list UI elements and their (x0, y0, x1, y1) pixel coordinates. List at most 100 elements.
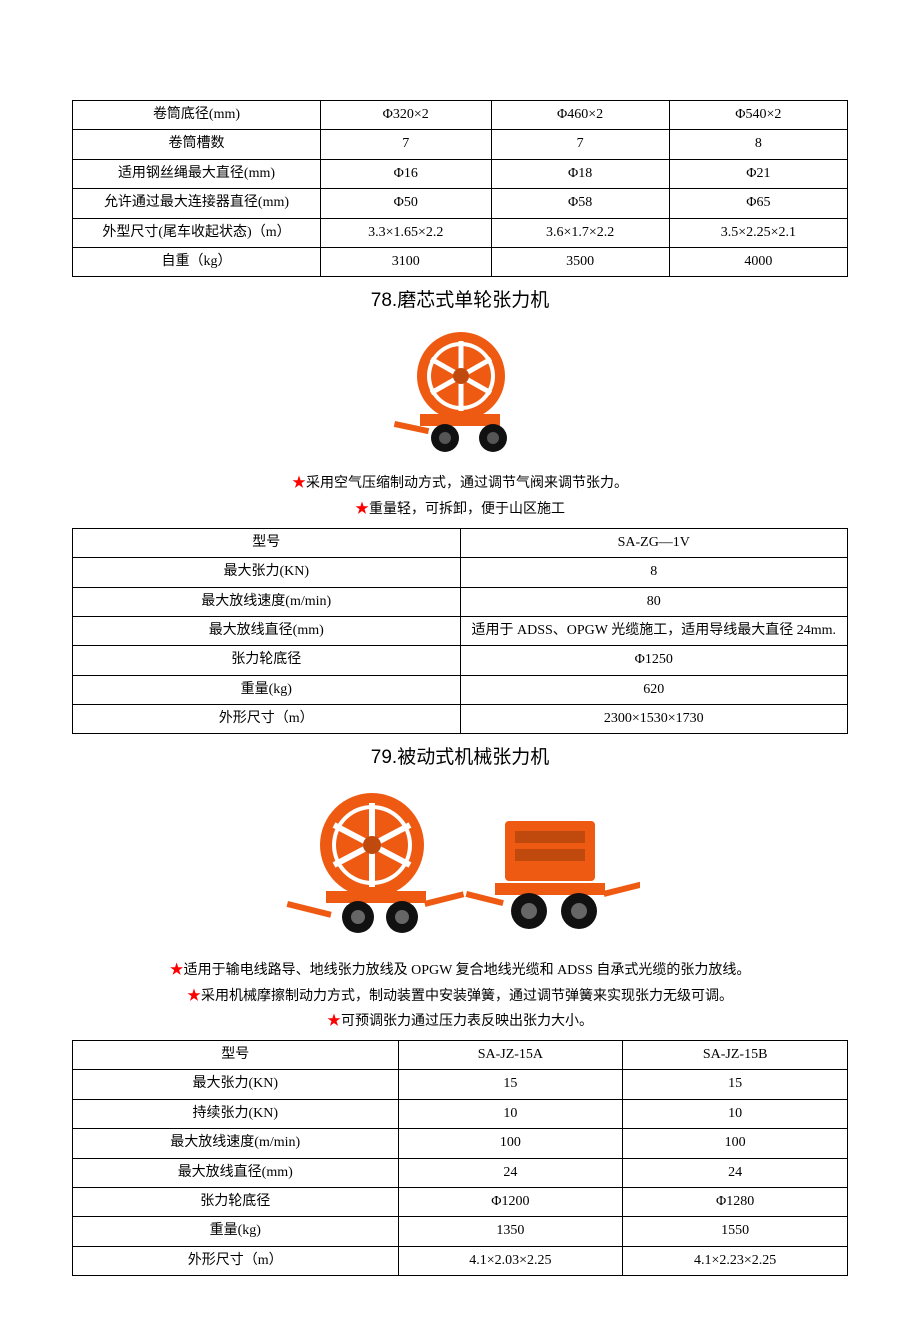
cell: 8 (460, 558, 848, 587)
cell: 1550 (623, 1217, 848, 1246)
section-79-bullets: ★适用于输电线路导、地线张力放线及 OPGW 复合地线光缆和 ADSS 自承式光… (72, 958, 848, 1034)
cell: 张力轮底径 (73, 1187, 399, 1216)
table-row: 型号SA-ZG—1V (73, 528, 848, 557)
table-row: 卷筒槽数 7 7 8 (73, 130, 848, 159)
cell: 允许通过最大连接器直径(mm) (73, 189, 321, 218)
table-row: 允许通过最大连接器直径(mm) Φ50 Φ58 Φ65 (73, 189, 848, 218)
table-row: 张力轮底径Φ1250 (73, 646, 848, 675)
table-row: 重量(kg)13501550 (73, 1217, 848, 1246)
cell: 3.5×2.25×2.1 (669, 218, 847, 247)
cell: 4.1×2.23×2.25 (623, 1246, 848, 1275)
cell: 1350 (398, 1217, 623, 1246)
cell: SA-JZ-15A (398, 1041, 623, 1070)
cell: 10 (623, 1099, 848, 1128)
section-79-image (72, 783, 848, 948)
cell: 适用钢丝绳最大直径(mm) (73, 159, 321, 188)
table-row: 最大放线速度(m/min)80 (73, 587, 848, 616)
cell: 适用于 ADSS、OPGW 光缆施工，适用导线最大直径 24mm. (460, 616, 848, 645)
cell: 卷筒槽数 (73, 130, 321, 159)
section-79-title: 79.被动式机械张力机 (72, 742, 848, 769)
star-icon: ★ (170, 963, 184, 978)
cell: 卷筒底径(mm) (73, 101, 321, 130)
cell: 3.3×1.65×2.2 (321, 218, 492, 247)
table-row: 卷筒底径(mm) Φ320×2 Φ460×2 Φ540×2 (73, 101, 848, 130)
table-row: 外型尺寸(尾车收起状态)（m） 3.3×1.65×2.2 3.6×1.7×2.2… (73, 218, 848, 247)
cell: 24 (398, 1158, 623, 1187)
cell: 3500 (491, 247, 669, 276)
cell: SA-ZG—1V (460, 528, 848, 557)
document-page: 卷筒底径(mm) Φ320×2 Φ460×2 Φ540×2 卷筒槽数 7 7 8… (0, 0, 920, 1320)
star-icon: ★ (327, 1014, 341, 1029)
cell: 型号 (73, 1041, 399, 1070)
cell: 620 (460, 675, 848, 704)
table-row: 最大张力(KN)1515 (73, 1070, 848, 1099)
cell: Φ21 (669, 159, 847, 188)
spec-table-79: 型号SA-JZ-15ASA-JZ-15B 最大张力(KN)1515 持续张力(K… (72, 1040, 848, 1276)
cell: 4000 (669, 247, 847, 276)
cell: Φ1250 (460, 646, 848, 675)
table-row: 最大张力(KN)8 (73, 558, 848, 587)
table-row: 持续张力(KN)1010 (73, 1099, 848, 1128)
spec-table-top: 卷筒底径(mm) Φ320×2 Φ460×2 Φ540×2 卷筒槽数 7 7 8… (72, 100, 848, 277)
cell: Φ58 (491, 189, 669, 218)
cell: Φ1280 (623, 1187, 848, 1216)
star-icon: ★ (292, 476, 306, 491)
cell: 最大张力(KN) (73, 1070, 399, 1099)
cell: 自重（kg） (73, 247, 321, 276)
cell: 100 (398, 1129, 623, 1158)
cell: 100 (623, 1129, 848, 1158)
cell: Φ16 (321, 159, 492, 188)
cell: Φ460×2 (491, 101, 669, 130)
cell: 张力轮底径 (73, 646, 461, 675)
table-row: 最大放线速度(m/min)100100 (73, 1129, 848, 1158)
cell: 重量(kg) (73, 675, 461, 704)
table-row: 自重（kg） 3100 3500 4000 (73, 247, 848, 276)
star-icon: ★ (187, 989, 201, 1004)
cell: 型号 (73, 528, 461, 557)
cell: 4.1×2.03×2.25 (398, 1246, 623, 1275)
cell: 80 (460, 587, 848, 616)
cell: 持续张力(KN) (73, 1099, 399, 1128)
cell: Φ18 (491, 159, 669, 188)
table-row: 适用钢丝绳最大直径(mm) Φ16 Φ18 Φ21 (73, 159, 848, 188)
cell: 3100 (321, 247, 492, 276)
cell: 最大放线直径(mm) (73, 616, 461, 645)
star-icon: ★ (355, 502, 369, 517)
cell: 外形尺寸（m） (73, 705, 461, 734)
cell: 15 (623, 1070, 848, 1099)
table-row: 重量(kg)620 (73, 675, 848, 704)
cell: Φ50 (321, 189, 492, 218)
cell: 外型尺寸(尾车收起状态)（m） (73, 218, 321, 247)
table-row: 张力轮底径Φ1200Φ1280 (73, 1187, 848, 1216)
cell: 7 (491, 130, 669, 159)
cell: Φ540×2 (669, 101, 847, 130)
cell: 外形尺寸（m） (73, 1246, 399, 1275)
table-row: 外形尺寸（m）2300×1530×1730 (73, 705, 848, 734)
cell: 最大放线速度(m/min) (73, 587, 461, 616)
machine-pair-icon (280, 783, 640, 943)
table-row: 外形尺寸（m）4.1×2.03×2.254.1×2.23×2.25 (73, 1246, 848, 1275)
cell: 15 (398, 1070, 623, 1099)
bullet-text: 采用机械摩擦制动力方式，制动装置中安装弹簧，通过调节弹簧来实现张力无级可调。 (201, 989, 733, 1004)
machine-icon (375, 326, 545, 456)
cell: 3.6×1.7×2.2 (491, 218, 669, 247)
cell: 24 (623, 1158, 848, 1187)
spec-table-78: 型号SA-ZG—1V 最大张力(KN)8 最大放线速度(m/min)80 最大放… (72, 528, 848, 735)
bullet-text: 重量轻，可拆卸，便于山区施工 (369, 502, 565, 517)
cell: 10 (398, 1099, 623, 1128)
table-row: 型号SA-JZ-15ASA-JZ-15B (73, 1041, 848, 1070)
cell: Φ320×2 (321, 101, 492, 130)
cell: 重量(kg) (73, 1217, 399, 1246)
table-row: 最大放线直径(mm)2424 (73, 1158, 848, 1187)
table-row: 最大放线直径(mm)适用于 ADSS、OPGW 光缆施工，适用导线最大直径 24… (73, 616, 848, 645)
section-78-image (72, 326, 848, 461)
cell: 最大张力(KN) (73, 558, 461, 587)
cell: 8 (669, 130, 847, 159)
cell: SA-JZ-15B (623, 1041, 848, 1070)
cell: 最大放线速度(m/min) (73, 1129, 399, 1158)
cell: 7 (321, 130, 492, 159)
bullet-text: 适用于输电线路导、地线张力放线及 OPGW 复合地线光缆和 ADSS 自承式光缆… (184, 963, 751, 978)
bullet-text: 可预调张力通过压力表反映出张力大小。 (341, 1014, 593, 1029)
cell: 最大放线直径(mm) (73, 1158, 399, 1187)
cell: Φ65 (669, 189, 847, 218)
